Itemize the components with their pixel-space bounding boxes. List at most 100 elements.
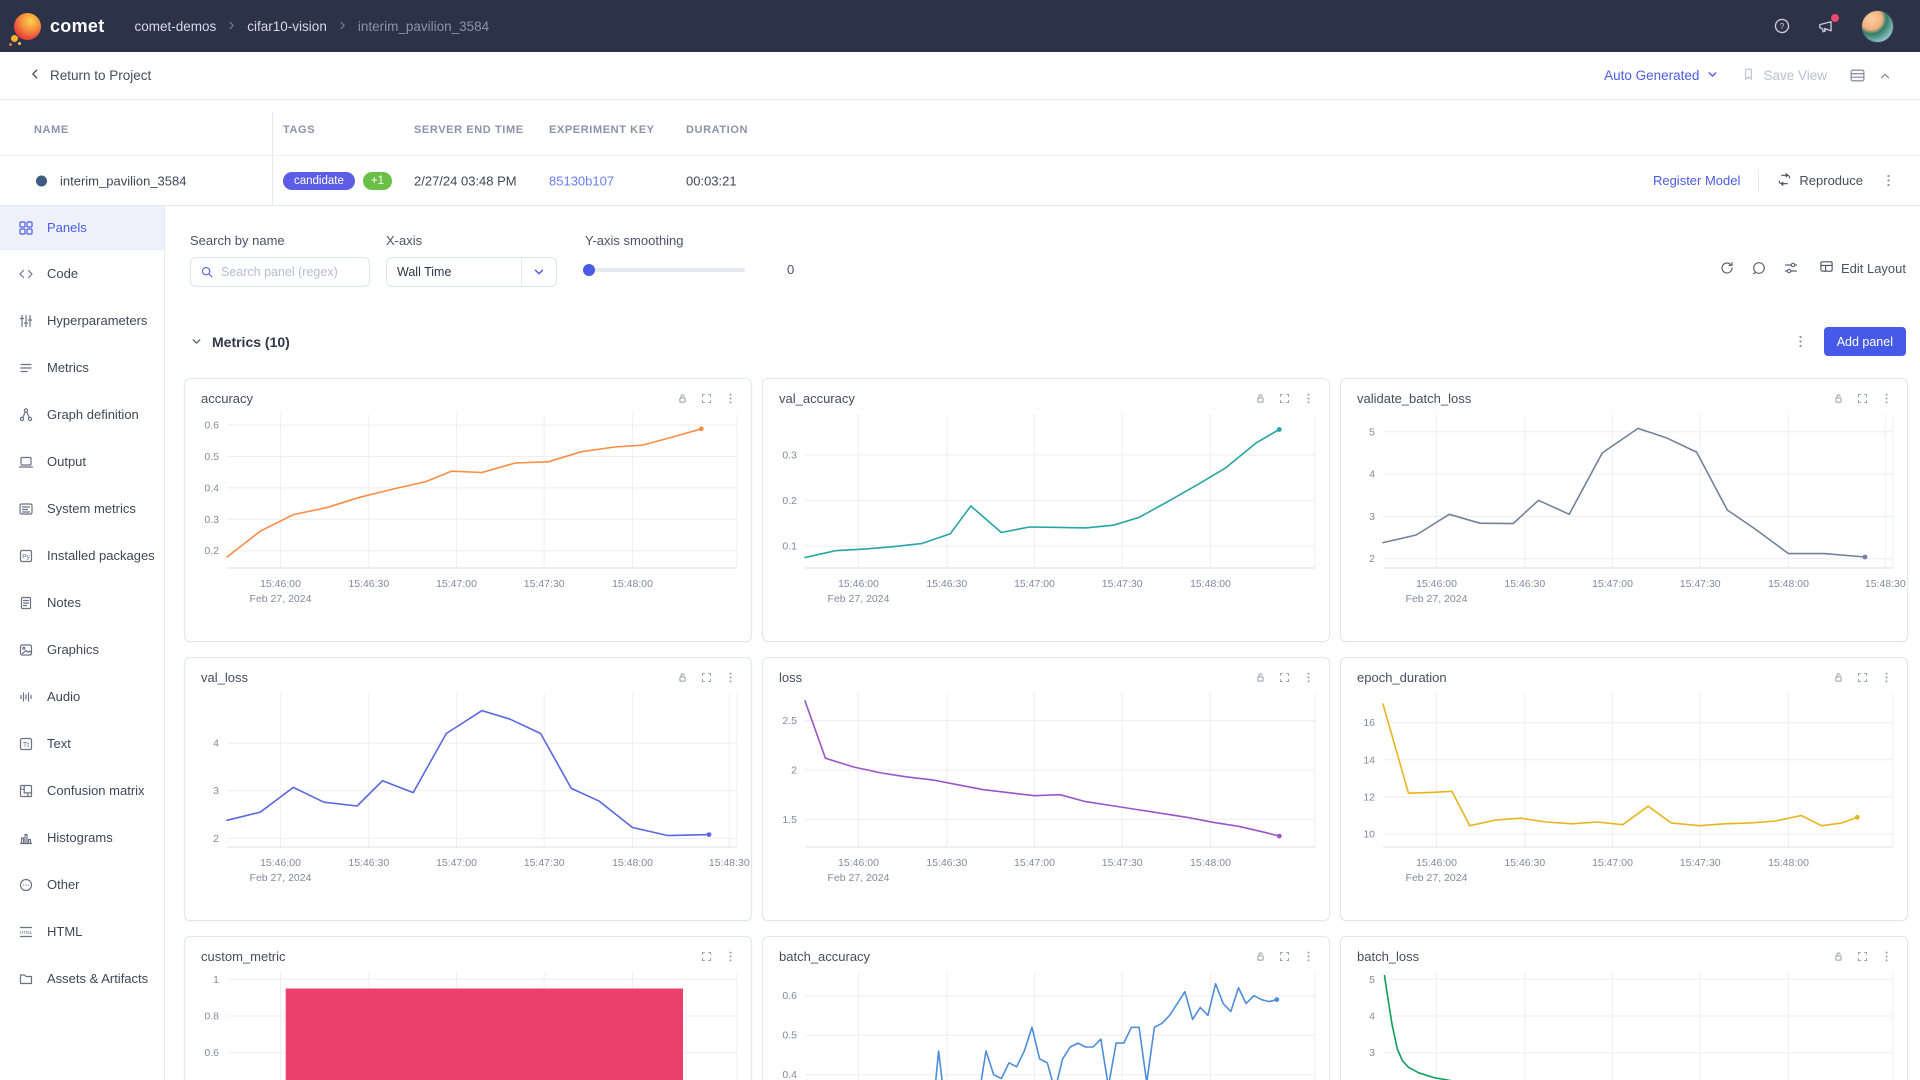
sidebar-item-html[interactable]: HTML HTML: [19, 924, 83, 939]
fullscreen-icon[interactable]: [1278, 392, 1291, 405]
sidebar-item-histograms[interactable]: Histograms: [0, 814, 164, 861]
sidebar-item-graphics[interactable]: Graphics: [0, 626, 164, 673]
lock-icon[interactable]: [676, 671, 689, 684]
sidebar-item-confusion-matrix[interactable]: Confusion matrix: [0, 767, 164, 814]
collapse-header-icon[interactable]: [1878, 69, 1892, 83]
panel-menu-icon[interactable]: [1880, 950, 1893, 963]
svg-text:Feb 27, 2024: Feb 27, 2024: [1406, 872, 1468, 884]
fullscreen-icon[interactable]: [1856, 392, 1869, 405]
fullscreen-icon[interactable]: [700, 392, 713, 405]
panel-menu-icon[interactable]: [724, 950, 737, 963]
svg-text:0.6: 0.6: [782, 990, 797, 1002]
sidebar-item-metrics[interactable]: Metrics: [0, 344, 164, 391]
svg-text:Feb 27, 2024: Feb 27, 2024: [250, 872, 312, 884]
lock-icon[interactable]: [1832, 392, 1845, 405]
lock-icon[interactable]: [1832, 671, 1845, 684]
panel-menu-icon[interactable]: [1880, 671, 1893, 684]
sidebar-item-installed-packages[interactable]: Py Installed packages: [0, 532, 164, 579]
layout-icon: [1819, 259, 1834, 277]
lock-icon[interactable]: [1254, 671, 1267, 684]
filter-settings-icon[interactable]: [1783, 260, 1799, 276]
lock-icon[interactable]: [676, 392, 689, 405]
refresh-icon[interactable]: [1719, 260, 1735, 276]
svg-text:1: 1: [213, 974, 219, 986]
help-icon[interactable]: ?: [1773, 17, 1791, 35]
experiment-name: interim_pavilion_3584: [60, 173, 187, 188]
panel-menu-icon[interactable]: [1302, 671, 1315, 684]
fullscreen-icon[interactable]: [1278, 950, 1291, 963]
sidebar-item-notes[interactable]: Notes: [0, 579, 164, 626]
panel-header: val_loss: [185, 658, 751, 687]
sidebar-item-code[interactable]: Code: [0, 250, 164, 297]
lock-icon[interactable]: [1254, 392, 1267, 405]
fullscreen-icon[interactable]: [700, 950, 713, 963]
smoothing-slider[interactable]: [583, 263, 745, 276]
metrics-section-header: Metrics (10) Add panel: [190, 327, 1906, 356]
experiment-key-link[interactable]: 85130b107: [549, 173, 615, 188]
slider-knob[interactable]: [583, 263, 595, 276]
row-menu-icon[interactable]: [1881, 173, 1896, 188]
divider: [1758, 169, 1760, 192]
register-model-button[interactable]: Register Model: [1652, 173, 1741, 188]
fullscreen-icon[interactable]: [1278, 671, 1291, 684]
sidebar-item-assets-artifacts[interactable]: Assets & Artifacts: [0, 955, 164, 1002]
panel-menu-icon[interactable]: [724, 671, 737, 684]
sidebar-item-output[interactable]: Output: [0, 438, 164, 485]
lock-icon[interactable]: [1254, 950, 1267, 963]
panel-menu-icon[interactable]: [724, 392, 737, 405]
search-input[interactable]: [221, 265, 360, 279]
reproduce-button[interactable]: Reproduce: [1777, 172, 1863, 190]
breadcrumb-item[interactable]: cifar10-vision: [247, 18, 327, 34]
column-divider: [272, 112, 273, 205]
folder-icon: [18, 971, 34, 987]
histogram-icon: [18, 830, 34, 846]
experiment-row[interactable]: interim_pavilion_3584 candidate +1 2/27/2…: [0, 155, 1920, 205]
metrics-section-toggle[interactable]: Metrics (10): [190, 334, 290, 350]
save-view-button[interactable]: Save View: [1741, 67, 1827, 85]
lock-icon[interactable]: [1832, 950, 1845, 963]
svg-text:Feb 27, 2024: Feb 27, 2024: [828, 593, 890, 605]
panel-title: accuracy: [201, 391, 254, 406]
edit-layout-button[interactable]: Edit Layout: [1819, 259, 1906, 277]
panel-title: batch_loss: [1357, 949, 1420, 964]
sidebar-item-other[interactable]: Other: [0, 861, 164, 908]
sidebar-item-hyperparameters[interactable]: Hyperparameters: [0, 297, 164, 344]
panel-search[interactable]: [190, 257, 370, 287]
auto-refresh-icon[interactable]: [1751, 260, 1767, 276]
chart-loss: 1.5 2 2.5 15:46:00 Feb 27, 2024 15:46:30 15:47…: [782, 693, 1316, 884]
fullscreen-icon[interactable]: [700, 671, 713, 684]
table-view-icon[interactable]: [1849, 67, 1866, 84]
panel-menu-icon[interactable]: [1880, 392, 1893, 405]
panel-menu-icon[interactable]: [1302, 950, 1315, 963]
svg-text:15:46:30: 15:46:30: [926, 857, 967, 869]
comet-logo[interactable]: comet: [11, 12, 105, 42]
column-header: DURATION: [686, 124, 749, 136]
breadcrumb-item[interactable]: comet-demos: [134, 18, 217, 34]
panel-header: val_accuracy: [763, 379, 1329, 408]
sidebar-item-text[interactable]: Tt Text: [0, 720, 164, 767]
xaxis-dropdown[interactable]: Wall Time: [386, 257, 557, 287]
avatar[interactable]: [1861, 9, 1894, 43]
svg-text:0.2: 0.2: [204, 545, 219, 557]
add-panel-button[interactable]: Add panel: [1823, 327, 1906, 356]
svg-text:0.2: 0.2: [782, 495, 797, 507]
view-selector-dropdown[interactable]: Auto Generated: [1604, 68, 1719, 84]
svg-text:15:48:30: 15:48:30: [1865, 578, 1906, 590]
fullscreen-icon[interactable]: [1856, 671, 1869, 684]
sidebar-item-audio[interactable]: Audio: [0, 673, 164, 720]
panel-val_accuracy: val_accuracy 0.1 0.2 0.3 15:46:00 Feb 27, 20…: [762, 378, 1330, 642]
return-to-project-button[interactable]: Return to Project: [28, 67, 151, 84]
svg-text:15:48:30: 15:48:30: [709, 857, 750, 869]
section-menu-icon[interactable]: [1793, 334, 1808, 349]
tag-badge[interactable]: candidate: [283, 171, 355, 190]
sidebar-item-panels[interactable]: Panels: [0, 206, 164, 249]
panel-menu-icon[interactable]: [1302, 392, 1315, 405]
column-header: TAGS: [283, 124, 316, 136]
chevron-left-icon: [28, 67, 42, 84]
sidebar-item-graph-definition[interactable]: Graph definition: [0, 391, 164, 438]
tag-badge[interactable]: +1: [362, 171, 392, 190]
fullscreen-icon[interactable]: [1856, 950, 1869, 963]
sidebar-item-system-metrics[interactable]: System metrics: [0, 485, 164, 532]
announcements-icon[interactable]: [1817, 14, 1839, 35]
